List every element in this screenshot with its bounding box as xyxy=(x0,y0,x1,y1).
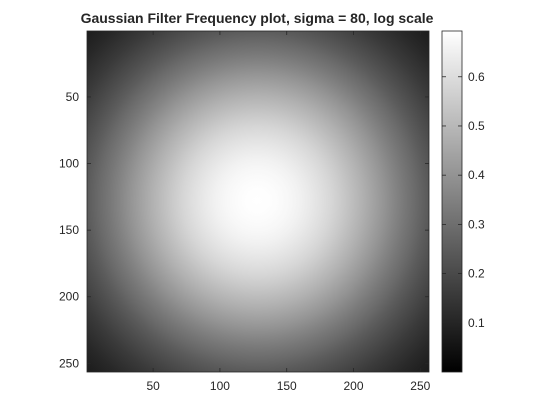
colorbar: 0.1 0.2 0.3 0.4 0.5 0.6 xyxy=(441,30,485,373)
y-tick-label: 200 xyxy=(59,290,79,304)
x-tick-label: 50 xyxy=(146,379,160,393)
y-tick-label: 150 xyxy=(59,223,79,237)
x-tick-label: 150 xyxy=(277,379,297,393)
colorbar-ticks: 0.1 0.2 0.3 0.4 0.5 0.6 xyxy=(442,70,485,330)
heatmap-image xyxy=(87,31,429,372)
colorbar-tick-label: 0.6 xyxy=(468,70,485,84)
colorbar-tick-label: 0.4 xyxy=(468,168,485,182)
x-tick-label: 250 xyxy=(410,379,430,393)
y-axis-ticks: 50 100 150 200 250 xyxy=(59,90,429,370)
colorbar-tick-label: 0.5 xyxy=(468,119,485,133)
colorbar-tick-label: 0.1 xyxy=(468,316,485,330)
x-tick-label: 100 xyxy=(210,379,230,393)
x-tick-label: 200 xyxy=(344,379,364,393)
y-tick-label: 50 xyxy=(66,90,80,104)
y-tick-label: 100 xyxy=(59,157,79,171)
y-tick-label: 250 xyxy=(59,356,79,370)
colorbar-tick-label: 0.3 xyxy=(468,217,485,231)
colorbar-scale xyxy=(441,30,463,373)
axes-box xyxy=(86,30,430,373)
plot-area: 50 100 150 200 250 50 100 150 200 250 xyxy=(59,30,431,393)
colorbar-tick-label: 0.2 xyxy=(468,267,485,281)
x-axis-ticks: 50 100 150 200 250 xyxy=(146,31,431,393)
chart-title: Gaussian Filter Frequency plot, sigma = … xyxy=(81,10,434,26)
